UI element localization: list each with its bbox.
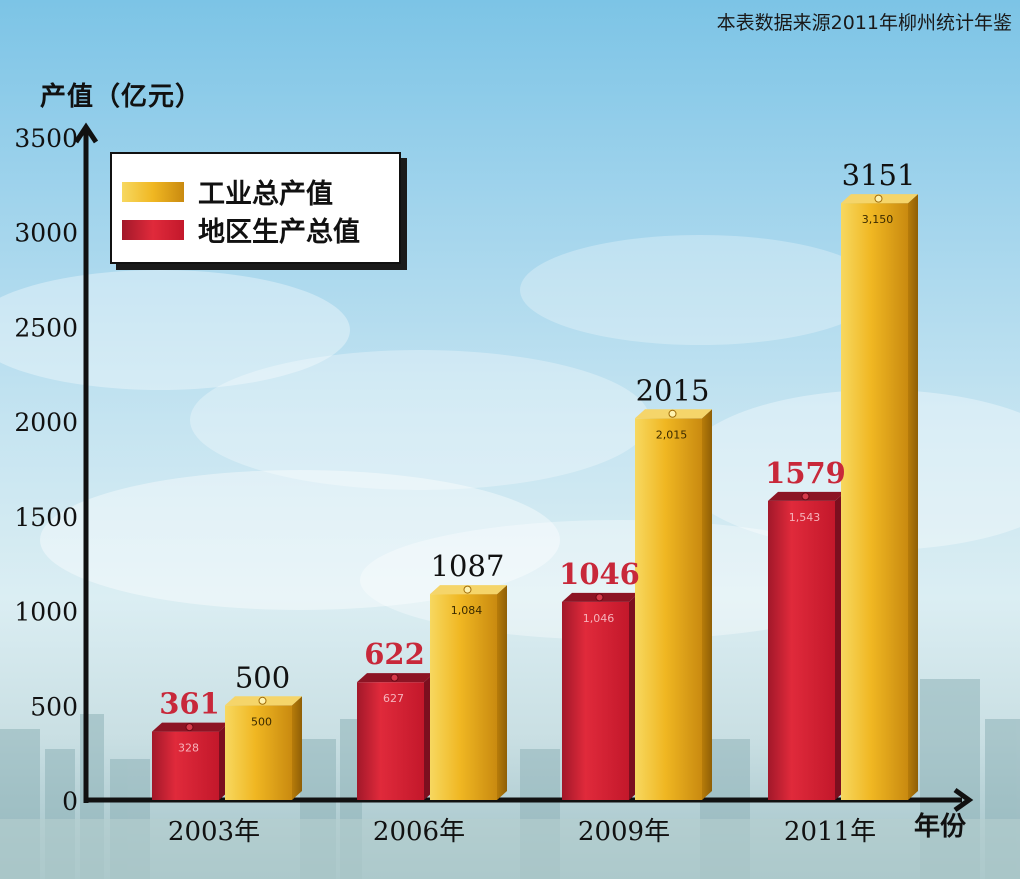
data-label-gdp: 1579: [765, 456, 846, 490]
legend-swatch-red: [122, 219, 184, 240]
bar-top-marker: [258, 696, 267, 705]
x-axis-arrow: [953, 787, 974, 813]
x-tick-label: 2009年: [578, 817, 670, 847]
bar-side-industrial: [292, 696, 302, 800]
data-label-gdp: 1046: [559, 557, 640, 591]
bar-side-industrial: [908, 194, 918, 800]
x-tick-label: 2006年: [373, 817, 465, 847]
bar-inner-label: 328: [178, 742, 199, 755]
bar-top-marker: [185, 723, 194, 732]
bar-inner-label: 3,150: [862, 213, 894, 226]
bar-inner-label: 500: [251, 715, 272, 728]
bar-inner-label: 1,084: [451, 604, 483, 617]
bar-gdp: [562, 601, 629, 800]
data-label-industrial: 1087: [431, 549, 505, 583]
y-tick-label: 0: [62, 787, 78, 816]
bar-gdp: [152, 731, 219, 800]
legend: 工业总产值 地区生产总值: [110, 152, 401, 264]
bar-industrial: [635, 418, 702, 800]
bar-top-marker: [463, 585, 472, 594]
y-tick-label: 3000: [14, 219, 78, 248]
bar-industrial: [430, 594, 497, 800]
bar-top-marker: [668, 409, 677, 418]
x-tick-label: 2003年: [168, 817, 260, 847]
data-label-industrial: 2015: [636, 373, 710, 407]
data-label-industrial: 3151: [842, 158, 916, 192]
bar-industrial: [225, 705, 292, 800]
legend-item-gdp: 地区生产总值: [122, 210, 360, 249]
y-tick-label: 2000: [14, 408, 78, 437]
y-axis-arrow: [73, 122, 99, 144]
data-label-gdp: 361: [159, 687, 220, 721]
bar-top-marker: [801, 492, 810, 501]
bar-industrial: [841, 203, 908, 800]
bar-gdp: [768, 500, 835, 800]
data-label-industrial: 500: [235, 660, 290, 694]
legend-label-industrial: 工业总产值: [198, 179, 333, 210]
y-tick-label: 500: [30, 692, 78, 721]
bar-gdp: [357, 682, 424, 800]
bar-inner-label: 1,046: [583, 612, 615, 625]
bar-inner-label: 627: [383, 692, 404, 705]
bar-inner-label: 2,015: [656, 428, 688, 441]
y-tick-label: 1500: [14, 503, 78, 532]
legend-label-gdp: 地区生产总值: [198, 217, 360, 248]
y-tick-label: 2500: [14, 313, 78, 342]
y-tick-label: 3500: [14, 124, 78, 153]
bar-top-marker: [874, 194, 883, 203]
data-label-gdp: 622: [364, 637, 425, 671]
bar-side-industrial: [497, 585, 507, 800]
y-tick-label: 1000: [14, 598, 78, 627]
bar-top-marker: [595, 593, 604, 602]
legend-swatch-gold: [122, 181, 184, 202]
bar-top-marker: [390, 673, 399, 682]
bar-side-industrial: [702, 409, 712, 800]
bar-inner-label: 1,543: [789, 511, 821, 524]
y-axis-title: 产值（亿元）: [40, 82, 203, 112]
legend-item-industrial: 工业总产值: [122, 172, 333, 211]
x-tick-label: 2011年: [784, 817, 876, 847]
data-source-note: 本表数据来源2011年柳州统计年鉴: [716, 12, 1012, 34]
x-axis-title: 年份: [914, 812, 967, 842]
